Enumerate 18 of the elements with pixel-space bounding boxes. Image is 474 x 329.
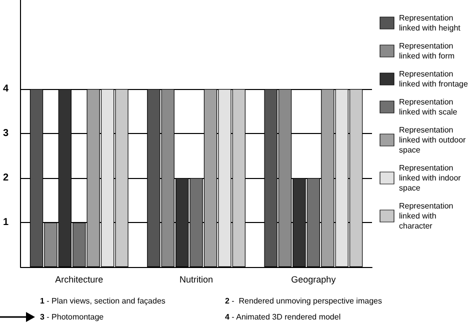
legend-label: Representation linked with height: [399, 14, 462, 32]
y-tick-label: 1: [3, 217, 9, 228]
y-tick-label: 4: [3, 84, 9, 94]
y-tick-label: 3: [3, 128, 9, 139]
legend-label: Representation linked with indoor space: [399, 164, 464, 192]
legend-label: Representation linked with frontage: [399, 70, 468, 88]
text: 4 - Animated 3D rendered model: [225, 312, 341, 322]
x-tick-label: Geography: [291, 274, 336, 284]
legend-label: Representation linked with outdoor space: [399, 126, 468, 154]
text: 1 - Plan views, section and façades: [40, 296, 166, 306]
y-tick-label: 2: [3, 172, 9, 184]
legend-label: Representation linked with form: [399, 42, 456, 60]
x-tick-label: Architecture: [55, 274, 104, 284]
legend-label: Representation linked with character: [399, 202, 456, 230]
legend-label: Representation linked with scale: [399, 98, 458, 116]
text: 3 - Photomontage: [40, 312, 104, 322]
x-tick-label: Nutrition: [180, 274, 214, 284]
text: 2 - Rendered unmoving perspective images: [225, 296, 382, 306]
